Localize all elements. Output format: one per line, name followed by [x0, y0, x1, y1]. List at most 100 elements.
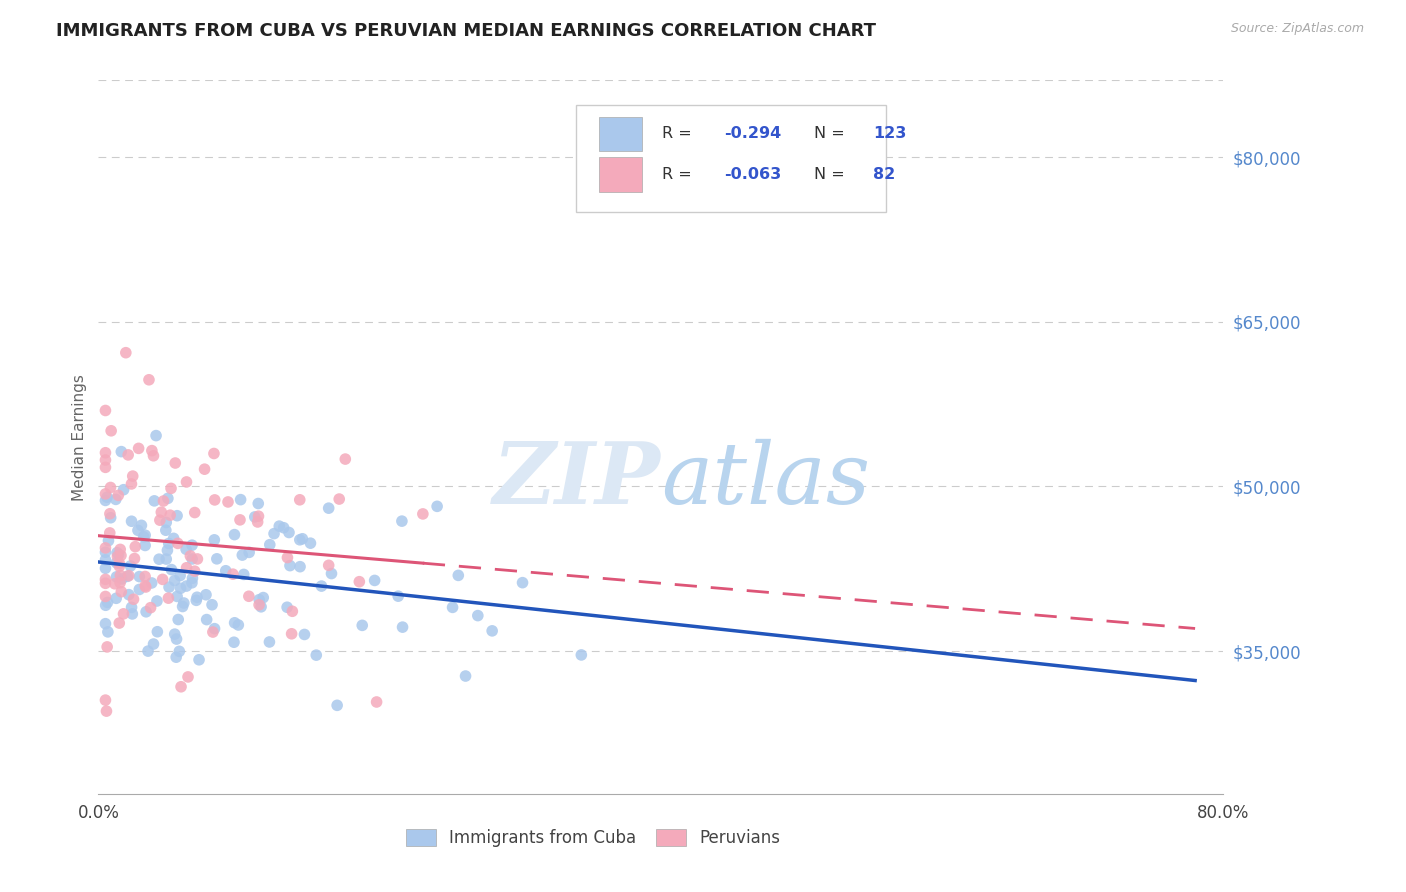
- Point: [98, 507, 121, 521]
- Point: [107, 488, 129, 502]
- Point: [97, 624, 120, 639]
- Point: [195, 613, 218, 627]
- Point: [224, 615, 246, 630]
- Point: [250, 599, 273, 614]
- Point: [108, 557, 131, 571]
- Point: [201, 625, 224, 640]
- Point: [454, 669, 477, 683]
- Point: [134, 569, 156, 583]
- Point: [288, 492, 311, 507]
- Point: [366, 695, 388, 709]
- Point: [166, 590, 188, 604]
- Point: [247, 592, 270, 607]
- Point: [128, 582, 150, 597]
- Point: [145, 428, 167, 442]
- Point: [118, 568, 141, 582]
- Point: [138, 373, 160, 387]
- Point: [104, 492, 127, 507]
- Point: [281, 604, 304, 618]
- Point: [252, 591, 274, 605]
- Point: [352, 618, 374, 632]
- Point: [94, 573, 117, 587]
- Point: [110, 584, 132, 599]
- Point: [259, 635, 281, 649]
- Point: [98, 525, 121, 540]
- Point: [181, 575, 204, 590]
- Point: [176, 475, 198, 489]
- Point: [148, 552, 170, 566]
- Point: [160, 482, 183, 496]
- Text: N =: N =: [814, 127, 849, 141]
- Point: [273, 521, 295, 535]
- Point: [141, 443, 163, 458]
- Text: Source: ZipAtlas.com: Source: ZipAtlas.com: [1230, 22, 1364, 36]
- Point: [173, 596, 195, 610]
- Point: [163, 627, 186, 641]
- Point: [157, 536, 180, 550]
- Point: [108, 575, 131, 590]
- Point: [217, 495, 239, 509]
- Point: [181, 538, 204, 552]
- Point: [124, 551, 146, 566]
- Point: [157, 580, 180, 594]
- Point: [169, 568, 191, 582]
- Point: [278, 525, 301, 540]
- Point: [108, 542, 131, 557]
- Point: [391, 620, 413, 634]
- Point: [96, 490, 118, 504]
- Point: [100, 510, 122, 524]
- Point: [117, 448, 139, 462]
- Point: [202, 446, 225, 460]
- Point: [112, 607, 135, 621]
- Point: [224, 527, 246, 541]
- Point: [155, 516, 177, 530]
- Point: [349, 574, 371, 589]
- Point: [238, 589, 260, 603]
- Point: [159, 508, 181, 523]
- Point: [188, 653, 211, 667]
- Point: [142, 449, 165, 463]
- Point: [305, 648, 328, 662]
- Point: [156, 491, 179, 506]
- Point: [121, 469, 143, 483]
- Point: [100, 480, 122, 494]
- Point: [165, 650, 187, 665]
- Point: [110, 549, 132, 563]
- Text: -0.294: -0.294: [724, 127, 782, 141]
- Point: [135, 605, 157, 619]
- Text: 82: 82: [873, 167, 896, 182]
- Point: [169, 644, 191, 658]
- Text: ZIP: ZIP: [494, 438, 661, 522]
- Point: [167, 613, 190, 627]
- Point: [156, 543, 179, 558]
- Point: [222, 635, 245, 649]
- Point: [321, 566, 343, 581]
- Point: [176, 561, 198, 575]
- Point: [299, 536, 322, 550]
- Point: [131, 518, 153, 533]
- Point: [120, 558, 142, 573]
- Point: [318, 501, 340, 516]
- Point: [288, 559, 311, 574]
- Point: [112, 483, 135, 497]
- Point: [447, 568, 470, 582]
- Point: [105, 591, 128, 606]
- Point: [232, 567, 254, 582]
- Point: [291, 532, 314, 546]
- Point: [155, 552, 177, 566]
- Point: [107, 549, 129, 564]
- Point: [166, 632, 188, 646]
- Point: [269, 519, 291, 533]
- Point: [132, 530, 155, 544]
- Point: [172, 599, 194, 614]
- Point: [205, 551, 228, 566]
- Point: [121, 600, 143, 615]
- Point: [247, 509, 270, 524]
- Point: [201, 598, 224, 612]
- Point: [259, 538, 281, 552]
- Point: [110, 444, 132, 458]
- Point: [118, 588, 141, 602]
- Point: [121, 607, 143, 621]
- Point: [152, 494, 174, 508]
- Point: [186, 552, 208, 566]
